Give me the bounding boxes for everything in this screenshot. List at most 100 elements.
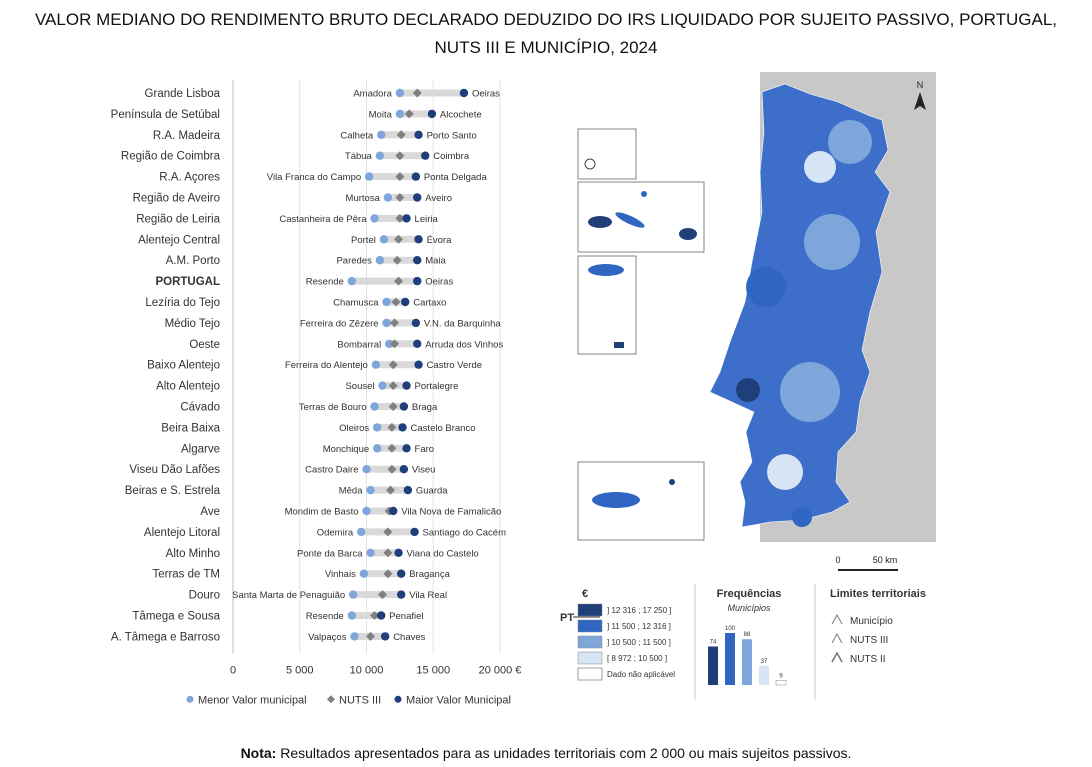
min-point — [364, 172, 374, 181]
nuts-point — [388, 360, 398, 370]
freq-value-label: 9 — [779, 673, 783, 679]
max-municipality-label: Ponta Delgada — [424, 172, 488, 183]
nuts-point — [378, 590, 388, 600]
map-region-south-alentejo — [767, 454, 803, 490]
azores-east-islet — [614, 342, 624, 348]
max-point — [397, 569, 406, 578]
title-line-1: VALOR MEDIANO DO RENDIMENTO BRUTO DECLAR… — [34, 10, 1058, 29]
min-point — [370, 402, 379, 411]
legend-marker — [186, 695, 194, 703]
nuts-point — [387, 464, 397, 474]
legend-label: Menor Valor municipal — [198, 694, 307, 706]
na-label: Dado não aplicável — [607, 670, 675, 679]
nuts-point — [390, 318, 400, 328]
region-label: Lezíria do Tejo — [145, 297, 220, 309]
min-municipality-label: Vinhais — [325, 569, 356, 580]
region-label: Ave — [200, 506, 220, 518]
map-region-northeast — [828, 120, 872, 164]
pt-label: PT — [560, 612, 574, 624]
min-municipality-label: Resende — [306, 611, 344, 622]
range-bar — [399, 110, 432, 118]
min-point — [359, 569, 369, 578]
max-municipality-label: Vila Nova de Famalicão — [401, 507, 501, 518]
region-label: Região de Aveiro — [133, 193, 220, 205]
nuts-point — [387, 422, 397, 432]
limits-title: Limites territoriais — [830, 588, 926, 600]
range-bar — [389, 340, 418, 348]
region-label: Região de Coimbra — [121, 151, 221, 163]
min-municipality-label: Monchique — [323, 444, 369, 455]
x-tick-label: 20 000 € — [479, 664, 522, 676]
map-region-algarve — [792, 507, 812, 527]
min-point — [347, 276, 357, 286]
x-tick-label: 10 000 — [350, 664, 384, 676]
scale-label: 0 — [835, 555, 840, 565]
min-municipality-label: Resende — [306, 277, 344, 288]
max-point — [389, 506, 398, 516]
max-municipality-label: Viana do Castelo — [407, 548, 479, 559]
region-label: Alto Minho — [166, 548, 220, 560]
north-arrow: N — [914, 80, 926, 110]
class-swatch — [577, 603, 603, 617]
nuts-point — [383, 569, 393, 579]
azores-island-4 — [641, 191, 647, 197]
freq-value-label: 74 — [710, 640, 717, 646]
max-point — [402, 381, 411, 390]
scale-label: 50 km — [873, 555, 898, 565]
min-municipality-label: Ferreira do Alentejo — [285, 360, 368, 371]
max-municipality-label: Braga — [412, 402, 438, 413]
region-label: Terras de TM — [152, 569, 220, 581]
x-tick-label: 0 — [230, 664, 236, 676]
map-region-center — [804, 214, 860, 270]
min-point — [356, 527, 366, 537]
max-point — [421, 151, 430, 160]
max-municipality-label: Maia — [425, 256, 446, 267]
min-municipality-label: Moita — [369, 109, 393, 120]
min-point — [362, 465, 371, 474]
max-municipality-label: Aveiro — [425, 193, 452, 204]
map-region-coast — [746, 267, 786, 307]
max-municipality-label: Alcochete — [440, 109, 482, 120]
min-municipality-label: Terras de Bouro — [299, 402, 367, 413]
min-point — [382, 318, 391, 328]
freq-value-label: 88 — [744, 632, 751, 638]
max-point — [410, 527, 419, 537]
unit-label: € — [582, 588, 588, 600]
region-label: Beira Baixa — [161, 422, 220, 434]
max-municipality-label: Santiago do Cacém — [423, 527, 507, 538]
max-point — [401, 297, 410, 307]
max-municipality-label: Porto Santo — [427, 130, 477, 141]
max-point — [413, 256, 422, 265]
mainland-portugal — [709, 83, 891, 528]
limit-symbol — [831, 632, 843, 644]
range-bar — [366, 465, 404, 473]
min-point — [378, 381, 387, 390]
nuts-point — [388, 402, 398, 411]
freq-bar — [742, 639, 752, 685]
nuts-point — [386, 485, 396, 495]
freq-bar — [725, 633, 735, 685]
max-municipality-label: Coimbra — [433, 151, 470, 162]
title-line-2: NUTS III E MUNICÍPIO, 2024 — [434, 38, 658, 57]
na-swatch — [577, 667, 603, 681]
max-point — [398, 423, 407, 432]
min-point — [348, 590, 358, 599]
choropleth-map: N 0 50 km — [577, 72, 936, 571]
max-point — [399, 402, 409, 411]
nuts-point — [390, 339, 400, 349]
note-text: Resultados apresentados para as unidades… — [276, 745, 852, 761]
min-municipality-label: Murtosa — [346, 193, 381, 204]
min-point — [362, 506, 371, 516]
legend-label: Maior Valor Municipal — [406, 694, 511, 706]
nuts-point — [394, 234, 404, 244]
min-municipality-label: Mêda — [339, 486, 363, 497]
range-bar — [363, 570, 402, 578]
nuts-point — [383, 548, 393, 558]
nuts-point — [366, 631, 376, 641]
max-municipality-label: Évora — [427, 235, 453, 246]
min-point — [383, 193, 393, 202]
range-bar — [366, 507, 394, 515]
min-point — [366, 548, 375, 557]
max-point — [402, 214, 411, 223]
max-municipality-label: V.N. da Barquinha — [424, 318, 501, 329]
